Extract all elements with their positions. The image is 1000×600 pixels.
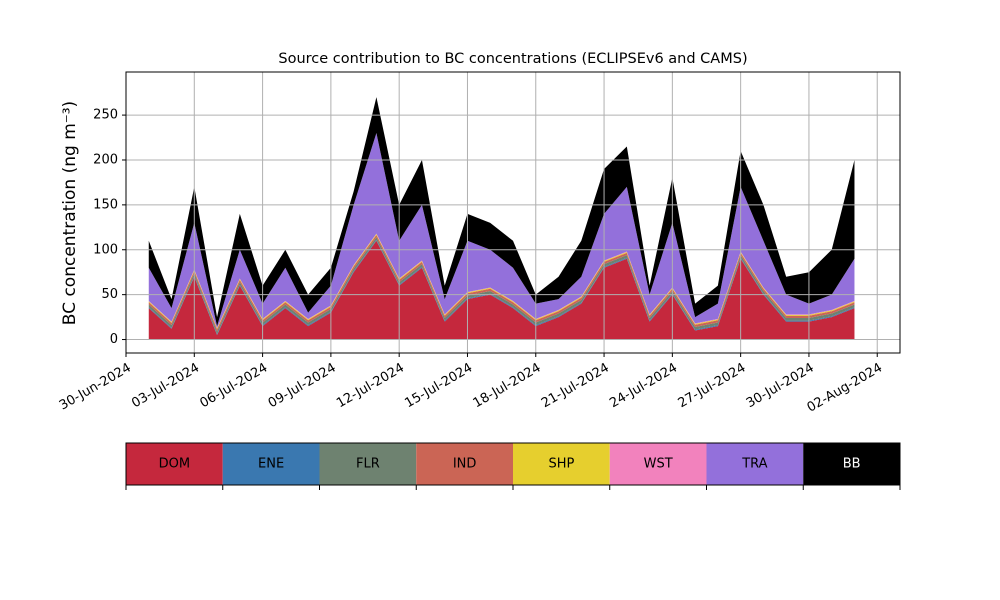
x-tick-label: 12-Jul-2024: [334, 361, 407, 412]
legend-label: TRA: [741, 457, 767, 472]
x-tick-label: 03-Jul-2024: [129, 361, 202, 412]
legend-label: WST: [644, 457, 673, 472]
legend-label: SHP: [548, 457, 574, 472]
x-tick-label: 06-Jul-2024: [198, 361, 271, 412]
chart-title: Source contribution to BC concentrations…: [278, 51, 747, 67]
x-tick-label: 21-Jul-2024: [539, 361, 612, 412]
area: [148, 133, 855, 328]
x-tick-label: 02-Aug-2024: [805, 361, 885, 416]
y-axis-label: BC concentration (ng m⁻³): [60, 101, 80, 325]
x-tick-label: 18-Jul-2024: [471, 361, 544, 412]
legend-swatch: [706, 443, 804, 485]
y-tick-label: 100: [93, 242, 118, 257]
legend-label: BB: [843, 457, 861, 472]
legend-swatch: [222, 443, 320, 485]
y-tick-label: 150: [93, 197, 118, 212]
y-tick-label: 0: [110, 332, 118, 347]
legend-frame: [125, 442, 901, 486]
legend-swatch: [513, 443, 610, 485]
x-tick-label: 30-Jun-2024: [57, 361, 134, 414]
y-tick-label: 250: [93, 108, 118, 123]
area: [148, 240, 855, 340]
legend-swatch: [803, 443, 900, 485]
y-tick-label: 200: [93, 152, 118, 167]
legend-swatch: [126, 443, 223, 485]
legend-swatch: [319, 443, 417, 485]
y-tick-label: 50: [101, 287, 118, 302]
legend-label: IND: [453, 457, 477, 472]
legend-swatch: [416, 443, 513, 485]
plot-frame: [125, 71, 901, 354]
x-tick-label: 27-Jul-2024: [676, 361, 749, 412]
legend-label: FLR: [356, 457, 380, 472]
x-tick-label: 24-Jul-2024: [607, 361, 680, 412]
legend-label: DOM: [159, 457, 190, 472]
x-tick-label: 15-Jul-2024: [402, 361, 475, 412]
legend-swatch: [609, 443, 707, 485]
legend-label: ENE: [258, 457, 284, 472]
x-tick-label: 09-Jul-2024: [266, 361, 339, 412]
